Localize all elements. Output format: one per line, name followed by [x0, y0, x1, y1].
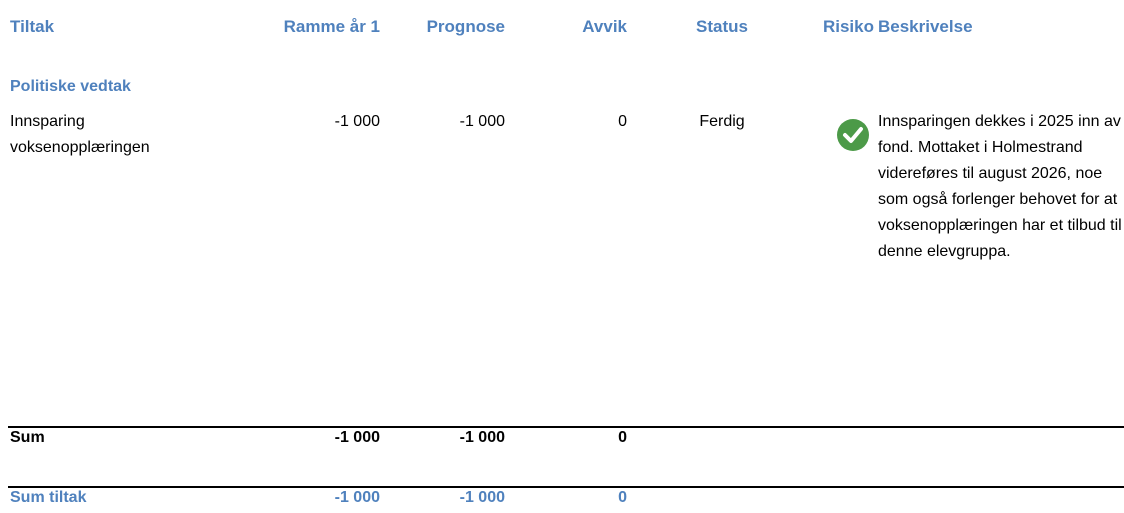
cell: -1 000 [334, 489, 380, 506]
header-cell: Ramme år 1 [283, 17, 380, 36]
cell: 0 [618, 429, 627, 446]
section-title: Politiske vedtak [10, 78, 131, 95]
rule [8, 486, 1124, 488]
cell: -1 000 [334, 113, 380, 130]
cell: -1 000 [459, 113, 505, 130]
header-cell: Beskrivelse [878, 17, 973, 36]
cell: -1 000 [334, 429, 380, 446]
header-cell: Status [696, 17, 748, 36]
rule [8, 426, 1124, 428]
cell: -1 000 [459, 429, 505, 446]
risk-icon [837, 119, 869, 151]
cell: -1 000 [459, 489, 505, 506]
sum-label: Sum tiltak [10, 489, 87, 506]
cell: Ferdig [699, 113, 745, 130]
header-cell: Avvik [582, 17, 627, 36]
header-cell: Risiko [822, 17, 874, 36]
cell: Innsparing voksenopplæringen [10, 113, 150, 156]
cell: 0 [618, 113, 627, 130]
header-cell: Prognose [426, 17, 505, 36]
cell: 0 [618, 489, 627, 506]
sum-label: Sum [10, 429, 45, 446]
description: Innsparingen dekkes i 2025 inn av fond. … [878, 113, 1122, 260]
header-cell: Tiltak [10, 17, 55, 36]
